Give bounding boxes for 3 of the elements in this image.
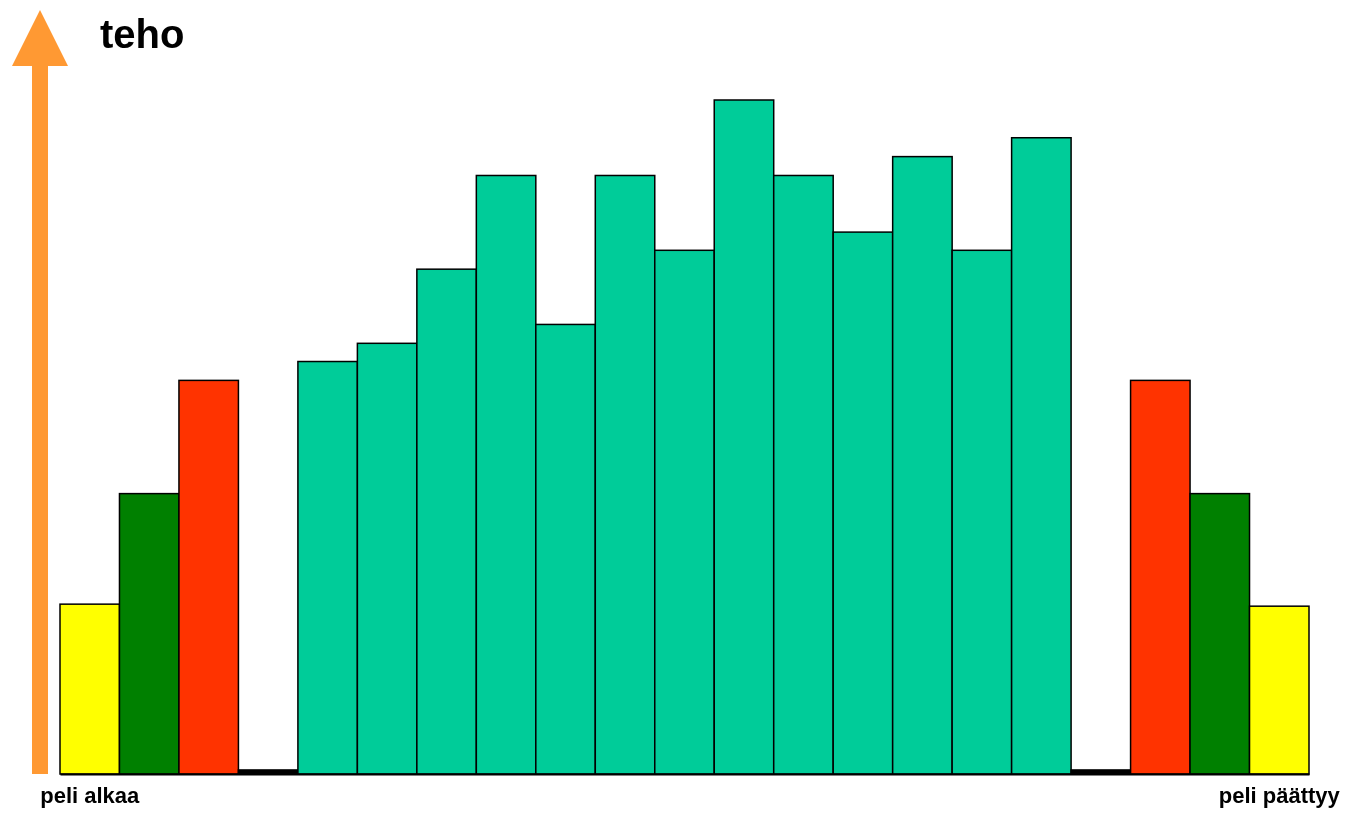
- y-axis-title: teho: [100, 12, 185, 56]
- x-tick-label: peli alkaa: [40, 783, 141, 809]
- x-tick-label: peli päättyy: [1218, 783, 1341, 809]
